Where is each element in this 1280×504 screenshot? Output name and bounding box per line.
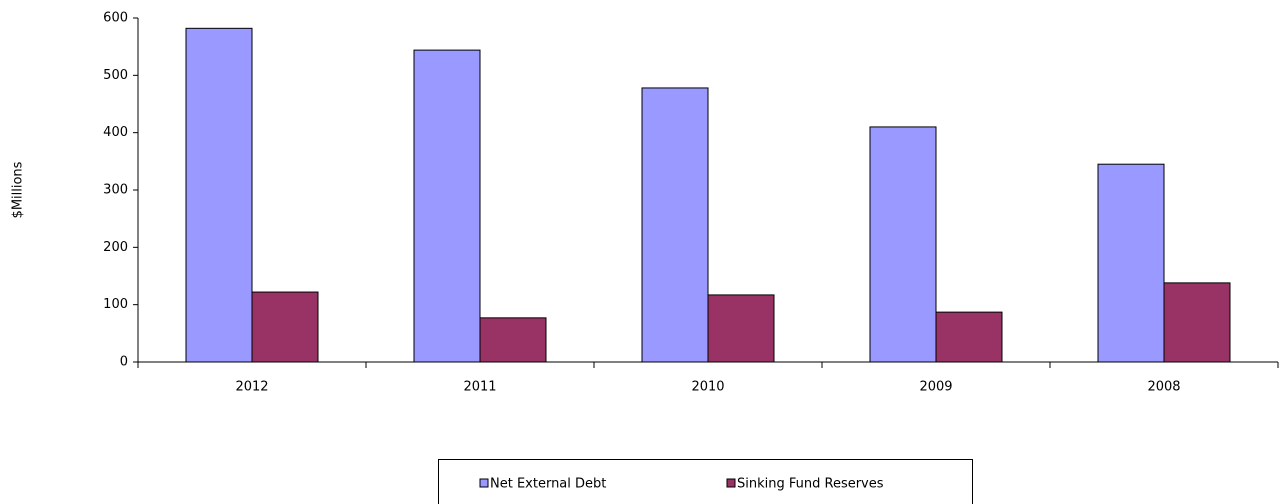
bar [707,294,775,363]
bar [1163,282,1231,363]
bar [641,87,709,363]
bar [1097,163,1165,363]
x-tick-label: 2009 [919,380,952,395]
x-tick-label: 2008 [1147,380,1180,395]
y-tick-label: 200 [103,240,128,255]
legend-swatch [479,478,489,488]
y-tick-label: 100 [103,297,128,312]
y-tick-label: 0 [120,355,128,370]
bar [413,49,481,363]
y-axis-label: $Millions [11,161,26,218]
y-tick-label: 600 [103,11,128,26]
bar [479,317,547,363]
bar [185,27,253,363]
bar [869,126,937,363]
bar [251,291,319,363]
y-tick-label: 400 [103,125,128,140]
y-tick-label: 500 [103,68,128,83]
x-tick-label: 2011 [463,380,496,395]
legend-swatch [726,478,736,488]
x-tick-label: 2010 [691,380,724,395]
bar [935,311,1003,363]
legend-label: Sinking Fund Reserves [737,477,884,492]
legend-label: Net External Debt [490,477,606,492]
x-tick-label: 2012 [235,380,268,395]
legend-box [438,459,973,504]
y-tick-label: 300 [103,183,128,198]
